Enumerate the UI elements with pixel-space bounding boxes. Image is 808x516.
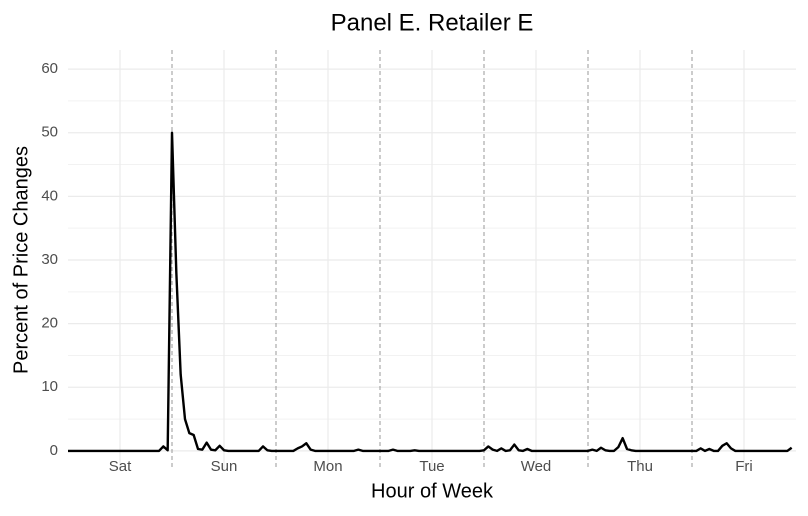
y-axis-title: Percent of Price Changes — [10, 146, 32, 374]
x-tick-label: Fri — [735, 458, 753, 475]
y-tick-label: 30 — [41, 251, 58, 268]
x-axis-title: Hour of Week — [371, 480, 494, 502]
y-tick-label: 0 — [50, 442, 58, 459]
y-tick-label: 50 — [41, 124, 58, 141]
y-tick-label: 60 — [41, 60, 58, 77]
x-tick-label: Sun — [211, 458, 238, 475]
x-tick-label: Sat — [109, 458, 132, 475]
y-tick-label: 40 — [41, 187, 58, 204]
y-tick-label: 10 — [41, 378, 58, 395]
x-tick-label: Tue — [419, 458, 444, 475]
chart-title: Panel E. Retailer E — [331, 9, 534, 36]
data-line — [68, 131, 793, 453]
x-tick-label: Mon — [313, 458, 342, 475]
x-tick-label: Wed — [521, 458, 552, 475]
y-tick-label: 20 — [41, 315, 58, 332]
x-tick-label: Thu — [627, 458, 653, 475]
